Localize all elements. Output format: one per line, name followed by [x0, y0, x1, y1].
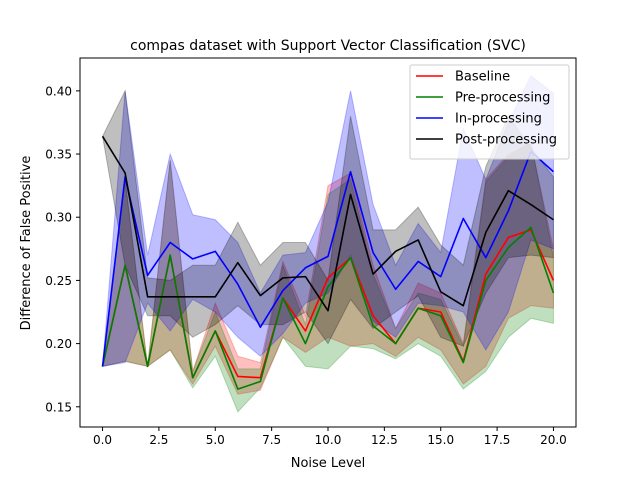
pre-processing-band	[101, 140, 554, 413]
y-tick-label: 0.25	[45, 274, 72, 288]
x-tick-label: 17.5	[484, 433, 511, 447]
legend: Baseline Pre-processing In-processing Post-…	[409, 64, 570, 160]
y-axis: 0.15 0.20 0.25 0.30 0.35 0.40	[45, 84, 80, 414]
legend-label-pre-processing: Pre-processing	[455, 91, 550, 106]
post-processing-line	[101, 135, 554, 312]
x-axis: 0.0 2.5 5.0 7.5 10.0 12.5 15.0 17.5 20.0	[93, 427, 567, 447]
y-tick-label: 0.15	[45, 400, 72, 414]
x-tick-label: 7.5	[262, 433, 281, 447]
y-tick-label: 0.35	[45, 148, 72, 162]
x-tick-label: 2.5	[149, 433, 168, 447]
legend-box	[409, 64, 570, 160]
series-lines	[101, 135, 555, 390]
legend-label-in-processing: In-processing	[455, 112, 542, 127]
x-tick-label: 5.0	[206, 433, 225, 447]
x-axis-label: Noise Level	[291, 456, 366, 471]
legend-label-post-processing: Post-processing	[455, 133, 557, 148]
in-processing-line	[101, 150, 554, 367]
y-axis-label: Difference of False Positive	[19, 156, 34, 331]
x-tick-label: 10.0	[315, 433, 342, 447]
x-tick-label: 12.5	[371, 433, 398, 447]
legend-label-baseline: Baseline	[455, 70, 510, 85]
pre-processing-line	[101, 226, 555, 390]
y-tick-label: 0.20	[45, 337, 72, 351]
chart-title: compas dataset with Support Vector Class…	[130, 38, 526, 54]
x-tick-label: 20.0	[540, 433, 567, 447]
x-tick-label: 0.0	[93, 433, 112, 447]
y-tick-label: 0.40	[45, 84, 72, 98]
y-tick-label: 0.30	[45, 211, 72, 225]
x-tick-label: 15.0	[427, 433, 454, 447]
